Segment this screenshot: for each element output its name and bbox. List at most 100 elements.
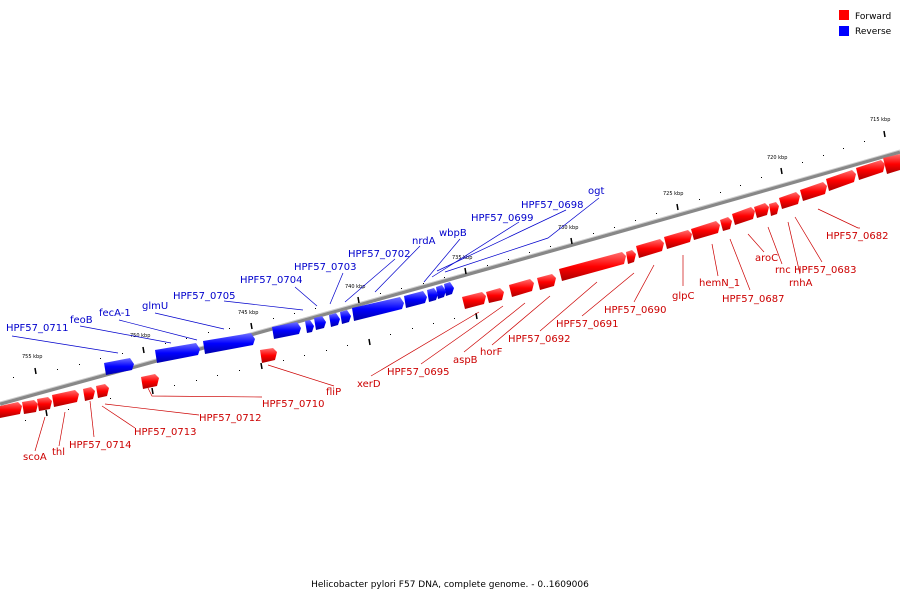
gene-label: scoA [23,452,47,463]
gene-arrow [436,285,446,299]
gene-label: HPF57_0705 [173,291,235,302]
gene-arrow [260,348,277,363]
gene-arrow [720,217,732,231]
major-ticks [34,130,886,417]
scale-label: 720 kbp [767,155,787,161]
gene-label: thl [52,447,65,458]
gene-arrow [537,274,556,290]
gene-arrow [732,207,755,225]
scale-label: 740 kbp [345,284,365,290]
gene-label: HPF57_0692 [508,334,570,345]
gene-label: fecA-1 [99,308,131,319]
gene-label: HPF57_0714 [69,440,131,451]
gene-arrow [141,374,159,389]
gene-label: HPF57_0687 [722,294,784,305]
gene-arrow [883,154,900,174]
gene-arrow [664,230,692,249]
scale-label: 755 kbp [22,354,42,360]
scale-label: 725 kbp [663,191,683,197]
gene-arrow [509,279,534,297]
gene-arrow [444,282,454,296]
gene-label: HPF57_0690 [604,305,666,316]
gene-arrow [636,239,664,258]
gene-arrow [104,358,134,375]
gene-label: glmU [142,301,168,312]
gene-label: HPF57_0695 [387,367,449,378]
gene-label: HPF57_0703 [294,262,356,273]
gene-label: ogt [588,186,604,197]
reverse-genes [104,282,454,375]
gene-arrow [272,322,301,339]
gene-arrow [203,333,255,354]
gene-arrow [800,182,827,201]
gene-arrow [83,387,95,401]
scale-label: 730 kbp [558,225,578,231]
legend: Forward Reverse [839,10,892,37]
gene-arrow [427,288,438,302]
forward-genes [0,154,900,418]
gene-label: hemN_1 [699,278,740,289]
gene-arrow [37,397,52,411]
gene-arrow [305,320,314,333]
reverse-labels: ogt HPF57_0698 HPF57_0699 wbpB nrdA HPF5… [6,186,604,334]
gene-arrow [769,202,779,216]
gene-arrow [691,221,720,240]
gene-label: fliP [326,387,341,398]
genome-backbone-highlight [0,149,900,403]
gene-arrow [22,400,38,414]
gene-arrow [486,288,504,303]
gene-arrow [96,384,109,398]
gene-label: HPF57_0698 [521,200,583,211]
gene-label: rnc [775,265,791,276]
gene-arrow [626,250,636,264]
gene-label: aroC [755,253,778,264]
gene-arrow [329,313,340,327]
gene-arrow [462,292,486,309]
gene-label: aspB [453,355,478,366]
figure-caption: Helicobacter pylori F57 DNA, complete ge… [311,580,589,590]
gene-label: xerD [357,379,381,390]
gene-arrow [754,203,769,218]
gene-label: HPF57_0713 [134,427,196,438]
forward-leader-lines [34,208,860,452]
gene-arrow [856,160,885,180]
scale-label: 715 kbp [870,117,890,123]
gene-arrow [559,252,626,281]
gene-label: HPF57_0699 [471,213,533,224]
gene-label: HPF57_0704 [240,275,302,286]
gene-label: rnhA [789,278,813,289]
legend-reverse-swatch [839,26,849,36]
gene-label: feoB [70,315,93,326]
legend-forward-label: Forward [855,12,891,22]
gene-arrow [340,310,351,324]
genome-backbone [0,150,900,406]
gene-arrow [155,343,200,363]
gene-arrow [52,390,79,407]
gene-label: HPF57_0691 [556,319,618,330]
gene-arrow [779,192,800,209]
legend-reverse-label: Reverse [855,27,892,37]
gene-arrow [826,170,856,191]
minor-ticks [13,141,865,421]
gene-label: wbpB [439,228,467,239]
gene-arrow [404,291,427,308]
gene-label: glpC [672,291,694,302]
gene-label: HPF57_0710 [262,399,324,410]
gene-arrow [0,402,22,418]
gene-label: HPF57_0682 [826,231,888,242]
legend-forward-swatch [839,10,849,20]
gene-arrow [314,316,326,330]
gene-label: horF [480,347,503,358]
scale-label: 745 kbp [238,310,258,316]
forward-labels: HPF57_0682 HPF57_0683 rnhA rnc aroC HPF5… [23,231,888,463]
gene-label: HPF57_0711 [6,323,68,334]
gene-arrow [352,297,404,321]
gene-label: nrdA [412,236,436,247]
gene-label: HPF57_0683 [794,265,856,276]
scale-label: 750 kbp [130,333,150,339]
reverse-leader-lines [11,197,600,354]
gene-label: HPF57_0712 [199,413,261,424]
gene-label: HPF57_0702 [348,249,410,260]
